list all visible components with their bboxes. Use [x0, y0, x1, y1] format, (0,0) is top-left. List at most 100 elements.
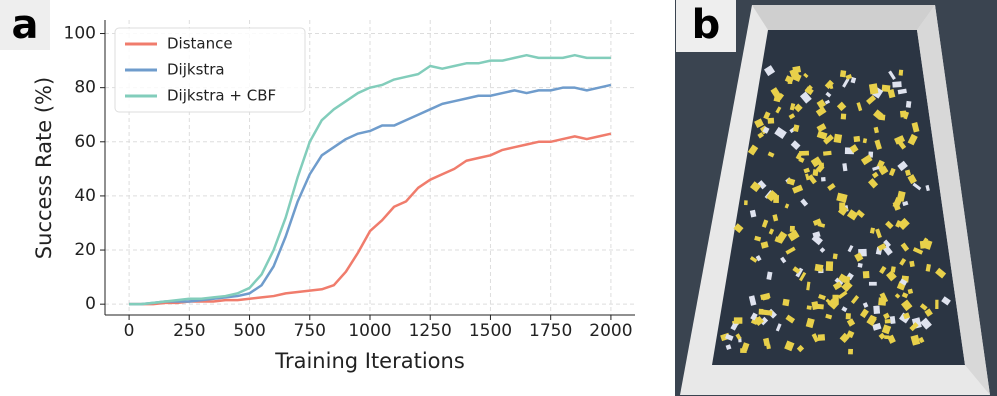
object: [735, 333, 742, 340]
object: [866, 315, 877, 327]
object: [763, 337, 771, 347]
object: [837, 205, 849, 216]
object: [860, 154, 873, 166]
object: [805, 317, 815, 329]
object: [878, 165, 889, 176]
object: [785, 246, 796, 255]
object: [803, 167, 810, 174]
object: [833, 133, 843, 144]
object: [800, 198, 809, 207]
object: [887, 334, 896, 344]
object: [795, 267, 804, 278]
object: [762, 126, 770, 134]
object: [842, 77, 850, 88]
object: [902, 200, 909, 207]
object: [755, 255, 762, 262]
object: [760, 292, 771, 301]
object: [777, 92, 785, 101]
object: [762, 309, 773, 316]
object: [900, 242, 910, 252]
panel-label: b: [692, 2, 721, 48]
object: [846, 330, 855, 339]
object: [841, 280, 853, 293]
object: [792, 266, 801, 274]
object: [754, 235, 762, 242]
object: [883, 312, 890, 320]
object: [854, 252, 864, 262]
object: [784, 203, 790, 209]
object: [899, 278, 908, 286]
object: [853, 135, 861, 143]
x-tick-label: 500: [233, 321, 265, 341]
object: [846, 209, 859, 221]
object: [814, 263, 824, 272]
object: [836, 192, 848, 203]
legend-label: Dijkstra: [167, 61, 225, 79]
object: [784, 75, 794, 84]
object: [924, 308, 933, 317]
object: [899, 258, 907, 266]
object: [763, 111, 771, 120]
x-tick-label: 2000: [589, 321, 632, 341]
object: [907, 133, 918, 146]
object: [784, 340, 795, 352]
object: [898, 69, 904, 76]
object: [733, 317, 743, 324]
object: [823, 134, 834, 145]
y-axis-label: Success Rate (%): [32, 77, 56, 259]
object: [909, 260, 915, 268]
object: [753, 315, 764, 327]
x-tick-label: 250: [173, 321, 205, 341]
object: [812, 231, 821, 239]
object: [922, 239, 933, 250]
object: [872, 322, 882, 331]
object: [885, 220, 894, 230]
object: [897, 217, 910, 230]
object: [786, 177, 796, 186]
object: [868, 281, 877, 286]
object: [803, 72, 809, 79]
object: [849, 144, 859, 154]
object: [856, 102, 863, 112]
object: [792, 184, 804, 194]
object: [941, 296, 951, 306]
object: [816, 123, 827, 133]
legend-label: Distance: [167, 35, 233, 53]
object: [823, 150, 832, 156]
object: [789, 68, 800, 78]
x-tick-label: 1750: [529, 321, 572, 341]
object: [775, 106, 782, 114]
y-tick-label: 60: [74, 132, 96, 152]
legend-box: [114, 27, 306, 113]
object: [904, 169, 911, 176]
object: [884, 319, 891, 324]
object: [832, 281, 843, 291]
object: [757, 180, 767, 190]
object: [842, 163, 848, 172]
object: [827, 183, 836, 191]
object: [825, 261, 834, 272]
object: [818, 293, 826, 301]
x-tick-label: 1250: [409, 321, 452, 341]
object: [895, 220, 902, 228]
object: [796, 344, 805, 353]
object: [832, 294, 839, 305]
object: [775, 323, 782, 332]
object: [868, 178, 879, 189]
object: [897, 160, 908, 172]
object: [892, 81, 902, 88]
y-tick-label: 40: [74, 186, 96, 206]
object: [894, 135, 906, 145]
object: [793, 103, 803, 113]
object: [919, 303, 928, 311]
panel-label: a: [12, 2, 39, 48]
object: [725, 333, 734, 341]
object: [770, 87, 781, 98]
object: [935, 299, 939, 310]
object: [782, 298, 790, 307]
y-tick-label: 20: [74, 240, 96, 260]
object: [744, 200, 748, 206]
object: [814, 303, 824, 310]
object: [839, 70, 847, 78]
